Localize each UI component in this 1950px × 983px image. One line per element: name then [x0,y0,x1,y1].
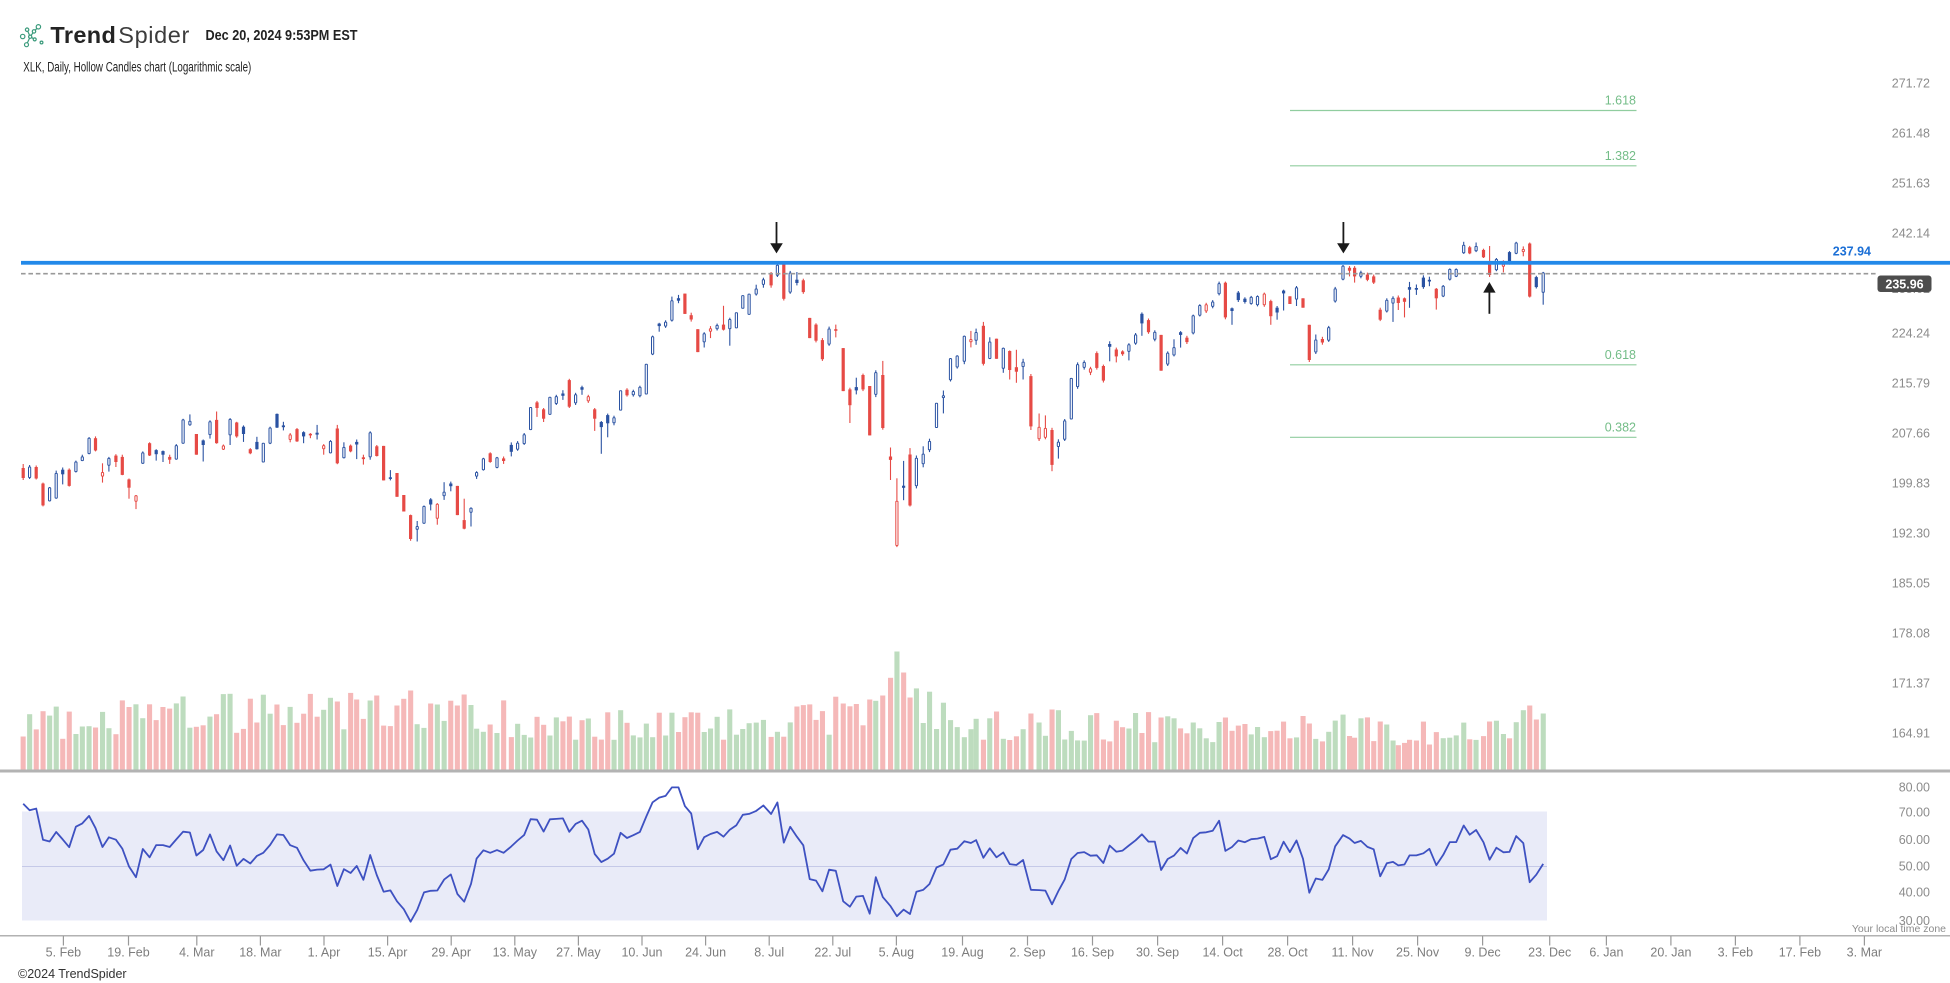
svg-text:28. Oct: 28. Oct [1267,946,1308,960]
svg-text:192.30: 192.30 [1892,527,1930,541]
svg-text:6. Jan: 6. Jan [1589,946,1623,960]
svg-text:1.382: 1.382 [1605,149,1636,163]
svg-text:40.00: 40.00 [1899,886,1930,900]
svg-text:171.37: 171.37 [1892,677,1930,691]
svg-text:23. Dec: 23. Dec [1528,946,1571,960]
svg-text:207.66: 207.66 [1892,427,1930,441]
svg-text:0.618: 0.618 [1605,348,1636,362]
svg-text:5. Aug: 5. Aug [879,946,914,960]
svg-text:Your local time zone: Your local time zone [1852,923,1946,935]
svg-text:©2024 TrendSpider: ©2024 TrendSpider [18,967,127,981]
svg-text:2. Sep: 2. Sep [1009,946,1045,960]
svg-text:9. Dec: 9. Dec [1465,946,1501,960]
svg-text:1.618: 1.618 [1605,94,1636,108]
svg-text:235.96: 235.96 [1885,277,1923,291]
svg-text:15. Apr: 15. Apr [368,946,408,960]
svg-text:251.63: 251.63 [1892,177,1930,191]
svg-text:11. Nov: 11. Nov [1332,946,1375,960]
svg-text:14. Oct: 14. Oct [1202,946,1243,960]
svg-text:18. Mar: 18. Mar [239,946,281,960]
svg-text:178.08: 178.08 [1892,627,1930,641]
svg-text:Trend: Trend [50,22,116,48]
svg-text:60.00: 60.00 [1899,833,1930,847]
svg-text:271.72: 271.72 [1892,77,1930,91]
svg-text:50.00: 50.00 [1899,859,1930,873]
svg-text:224.24: 224.24 [1892,327,1930,341]
svg-text:27. May: 27. May [556,946,601,960]
svg-text:24. Jun: 24. Jun [685,946,726,960]
svg-text:30. Sep: 30. Sep [1136,946,1179,960]
svg-text:17. Feb: 17. Feb [1779,946,1821,960]
svg-text:8. Jul: 8. Jul [754,946,784,960]
svg-text:29. Apr: 29. Apr [431,946,471,960]
svg-text:70.00: 70.00 [1899,806,1930,820]
svg-text:30.00: 30.00 [1899,914,1930,928]
svg-text:19. Aug: 19. Aug [941,946,983,960]
svg-text:0.382: 0.382 [1605,421,1636,435]
svg-text:25. Nov: 25. Nov [1396,946,1440,960]
svg-text:22. Jul: 22. Jul [814,946,851,960]
svg-text:20. Jan: 20. Jan [1650,946,1691,960]
svg-text:215.79: 215.79 [1892,377,1930,391]
svg-text:10. Jun: 10. Jun [621,946,662,960]
svg-text:242.14: 242.14 [1892,227,1930,241]
svg-text:1. Apr: 1. Apr [308,946,341,960]
svg-text:199.83: 199.83 [1892,477,1930,491]
svg-text:185.05: 185.05 [1892,577,1930,591]
svg-text:237.94: 237.94 [1833,245,1871,259]
svg-text:261.48: 261.48 [1892,127,1930,141]
svg-text:164.91: 164.91 [1892,727,1930,741]
svg-text:5. Feb: 5. Feb [46,946,81,960]
svg-text:Dec 20, 2024 9:53PM EST: Dec 20, 2024 9:53PM EST [206,28,358,44]
svg-text:Spider: Spider [118,22,189,48]
svg-text:4. Mar: 4. Mar [179,946,214,960]
svg-text:19. Feb: 19. Feb [107,946,149,960]
svg-text:16. Sep: 16. Sep [1071,946,1114,960]
svg-text:3. Feb: 3. Feb [1718,946,1753,960]
svg-text:3. Mar: 3. Mar [1847,946,1882,960]
svg-text:13. May: 13. May [493,946,538,960]
svg-text:XLK, Daily, Hollow Candles cha: XLK, Daily, Hollow Candles chart (Logari… [23,59,251,74]
svg-text:80.00: 80.00 [1899,780,1930,794]
